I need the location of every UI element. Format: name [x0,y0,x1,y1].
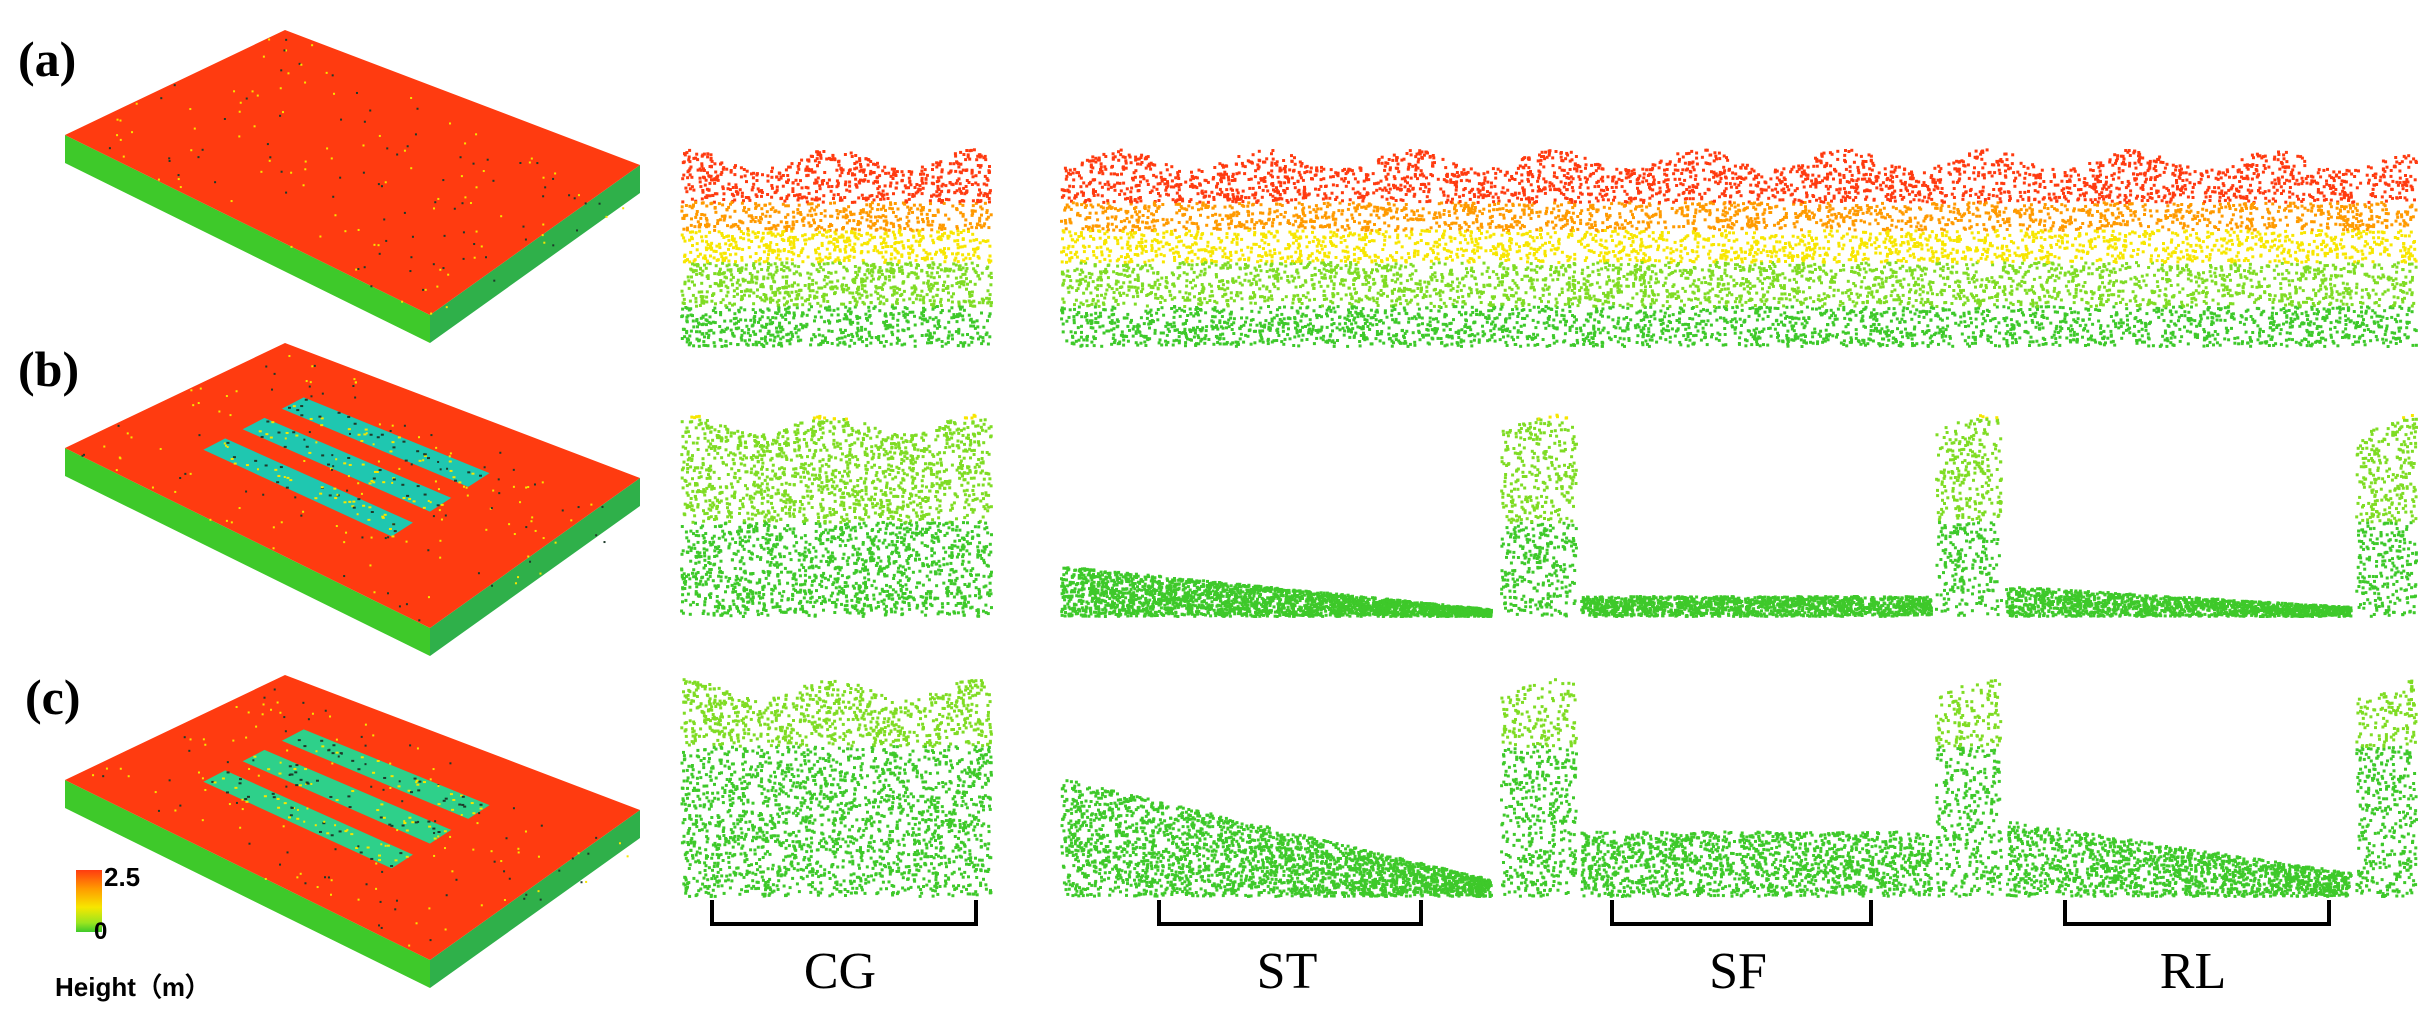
legend-title: Height（m） [55,967,211,1004]
group-label-rl: RL [2093,942,2293,1001]
3d-blocks [65,30,640,988]
group-label-sf: SF [1638,942,1838,1001]
height-color-scale [76,870,102,932]
bracket-st [1157,900,1423,926]
panel-label-c: (c) [25,668,81,726]
profile-row-a [680,148,2418,348]
cross-section-profiles [680,148,2418,898]
bracket-cg [710,900,978,926]
bracket-sf [1610,900,1873,926]
legend-max-label: 2.5 [104,862,140,893]
panel-label-a: (a) [18,30,76,88]
profile-row-b [680,413,2418,618]
bracket-rl [2063,900,2331,926]
legend-min-label: 0 [94,918,107,946]
group-label-cg: CG [740,942,940,1001]
terrain-block-a [65,30,640,343]
group-label-st: ST [1187,942,1387,1001]
panel-label-b: (b) [18,340,79,398]
terrain-block-b [65,343,640,656]
terrain-block-c [65,675,640,988]
profile-row-c [680,678,2418,898]
